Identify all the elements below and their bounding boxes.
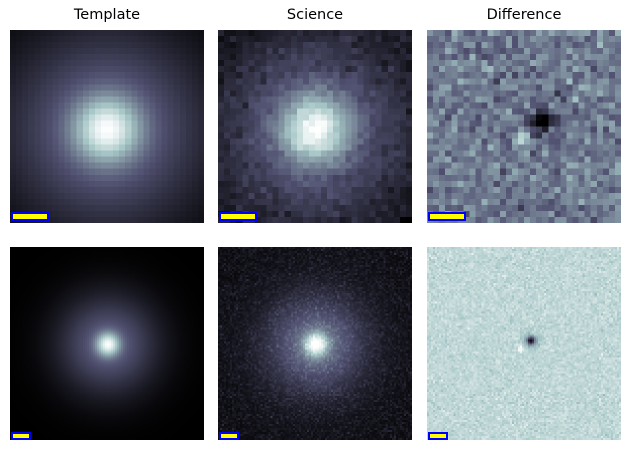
top-science-image [218,30,412,223]
top-difference-image [427,30,621,223]
scale-bar [11,432,31,440]
column-title-template: Template [73,7,141,23]
scale-bar [428,212,466,221]
bottom-template-image [10,247,204,440]
scale-bar [219,432,239,440]
column-title-difference: Difference [486,7,562,23]
column-title-science: Science [286,7,344,23]
scale-bar [428,432,448,440]
top-template-image [10,30,204,223]
bottom-difference-image [427,247,621,440]
scale-bar [219,212,257,221]
bottom-science-image [218,247,412,440]
scale-bar [11,212,49,221]
